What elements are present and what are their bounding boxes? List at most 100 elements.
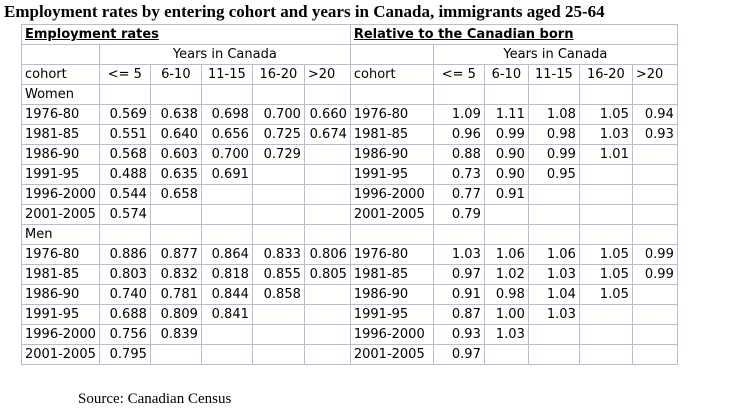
empty-cell	[631, 84, 678, 105]
rate-cell: 0.839	[149, 324, 202, 345]
relative-cell	[527, 204, 580, 225]
rate-cell: 0.832	[149, 264, 202, 285]
table-row: 1976-80 0.886 0.877 0.864 0.833 0.806 1976-80 1…	[21, 244, 678, 265]
relative-cell: 1.05	[578, 244, 633, 265]
cohort-label: 1976-80	[349, 104, 434, 125]
rate-cell	[200, 204, 253, 225]
rate-cell: 0.691	[200, 164, 253, 185]
relative-cell	[631, 344, 678, 365]
cohort-label: 1996-2000	[349, 184, 434, 205]
rate-cell	[149, 344, 202, 365]
relative-cell: 0.96	[432, 124, 485, 145]
cohort-label: 1981-85	[349, 264, 434, 285]
empty-cell	[251, 84, 305, 105]
rate-cell	[303, 344, 351, 365]
cohort-label: 1976-80	[21, 104, 100, 125]
rate-cell	[200, 324, 253, 345]
relative-cell: 1.03	[483, 324, 529, 345]
rate-cell: 0.886	[98, 244, 151, 265]
rate-cell	[149, 204, 202, 225]
rate-cell: 0.841	[200, 304, 253, 325]
rate-cell: 0.833	[251, 244, 305, 265]
table-row: 1986-90 0.740 0.781 0.844 0.858 1986-90 0.91 0.…	[21, 284, 678, 305]
relative-cell: 0.91	[432, 284, 485, 305]
relative-cell: 1.04	[527, 284, 580, 305]
right-cohort-header: cohort	[349, 64, 434, 85]
relative-cell: 0.91	[483, 184, 529, 205]
empty-cell	[149, 84, 202, 105]
relative-cell	[527, 184, 580, 205]
rate-cell: 0.688	[98, 304, 151, 325]
column-header: 11-15	[527, 64, 580, 85]
right-years-header: Years in Canada	[432, 44, 678, 65]
relative-cell	[631, 184, 678, 205]
relative-cell: 1.03	[527, 264, 580, 285]
table-row: 1991-95 0.688 0.809 0.841 1991-95 0.87 1.00 1.0…	[21, 304, 678, 325]
relative-cell	[578, 204, 633, 225]
cohort-label: 1981-85	[21, 124, 100, 145]
rate-cell	[303, 184, 351, 205]
relative-cell: 0.97	[432, 344, 485, 365]
cohort-label: 2001-2005	[349, 344, 434, 365]
relative-cell	[631, 324, 678, 345]
cohort-label: 2001-2005	[349, 204, 434, 225]
relative-cell: 0.90	[483, 164, 529, 185]
rate-cell: 0.635	[149, 164, 202, 185]
table-row: 1996-2000 0.756 0.839 1996-2000 0.93 1.03	[21, 324, 678, 345]
relative-cell: 1.02	[483, 264, 529, 285]
relative-cell: 0.97	[432, 264, 485, 285]
relative-cell: 1.08	[527, 104, 580, 125]
relative-cell	[631, 284, 678, 305]
empty-cell	[483, 84, 529, 105]
rate-cell: 0.855	[251, 264, 305, 285]
rate-cell: 0.638	[149, 104, 202, 125]
rate-cell: 0.698	[200, 104, 253, 125]
rate-cell: 0.877	[149, 244, 202, 265]
rate-cell: 0.569	[98, 104, 151, 125]
relative-cell	[483, 204, 529, 225]
table-row: 1991-95 0.488 0.635 0.691 1991-95 0.73 0.90 0.9…	[21, 164, 678, 185]
rate-cell: 0.795	[98, 344, 151, 365]
relative-cell: 0.98	[483, 284, 529, 305]
group-header-row: Men	[21, 224, 678, 245]
relative-cell: 1.06	[527, 244, 580, 265]
group-label: Men	[21, 224, 100, 245]
rate-cell: 0.803	[98, 264, 151, 285]
left-years-header: Years in Canada	[98, 44, 351, 65]
relative-cell	[631, 144, 678, 165]
column-header: 6-10	[149, 64, 202, 85]
relative-cell	[631, 204, 678, 225]
empty-cell	[578, 224, 633, 245]
rate-cell: 0.574	[98, 204, 151, 225]
rate-cell: 0.603	[149, 144, 202, 165]
section-header-row: Employment rates Relative to the Canadia…	[21, 24, 678, 45]
rate-cell: 0.674	[303, 124, 351, 145]
relative-cell: 0.79	[432, 204, 485, 225]
relative-cell: 1.03	[578, 124, 633, 145]
relative-cell: 0.88	[432, 144, 485, 165]
rate-cell	[303, 204, 351, 225]
empty-cell	[200, 224, 253, 245]
cohort-label: 1996-2000	[21, 324, 100, 345]
relative-cell: 1.05	[578, 264, 633, 285]
relative-cell: 0.99	[483, 124, 529, 145]
empty-cell	[483, 224, 529, 245]
group-label: Women	[21, 84, 100, 105]
table-row: 2001-2005 0.795 2001-2005 0.97	[21, 344, 678, 365]
relative-cell: 0.95	[527, 164, 580, 185]
relative-cell: 0.73	[432, 164, 485, 185]
relative-cell: 1.00	[483, 304, 529, 325]
relative-cell: 1.11	[483, 104, 529, 125]
table-row: 1981-85 0.803 0.832 0.818 0.855 0.805 1981-85 0…	[21, 264, 678, 285]
rate-cell: 0.700	[251, 104, 305, 125]
relative-cell	[631, 164, 678, 185]
table-title: Employment rates by entering cohort and …	[4, 2, 605, 21]
rate-cell: 0.658	[149, 184, 202, 205]
empty-cell	[432, 224, 485, 245]
cohort-label: 1976-80	[21, 244, 100, 265]
rate-cell	[251, 184, 305, 205]
column-header: <= 5	[432, 64, 485, 85]
column-header: >20	[303, 64, 351, 85]
cohort-label: 1986-90	[21, 284, 100, 305]
relative-cell	[631, 304, 678, 325]
